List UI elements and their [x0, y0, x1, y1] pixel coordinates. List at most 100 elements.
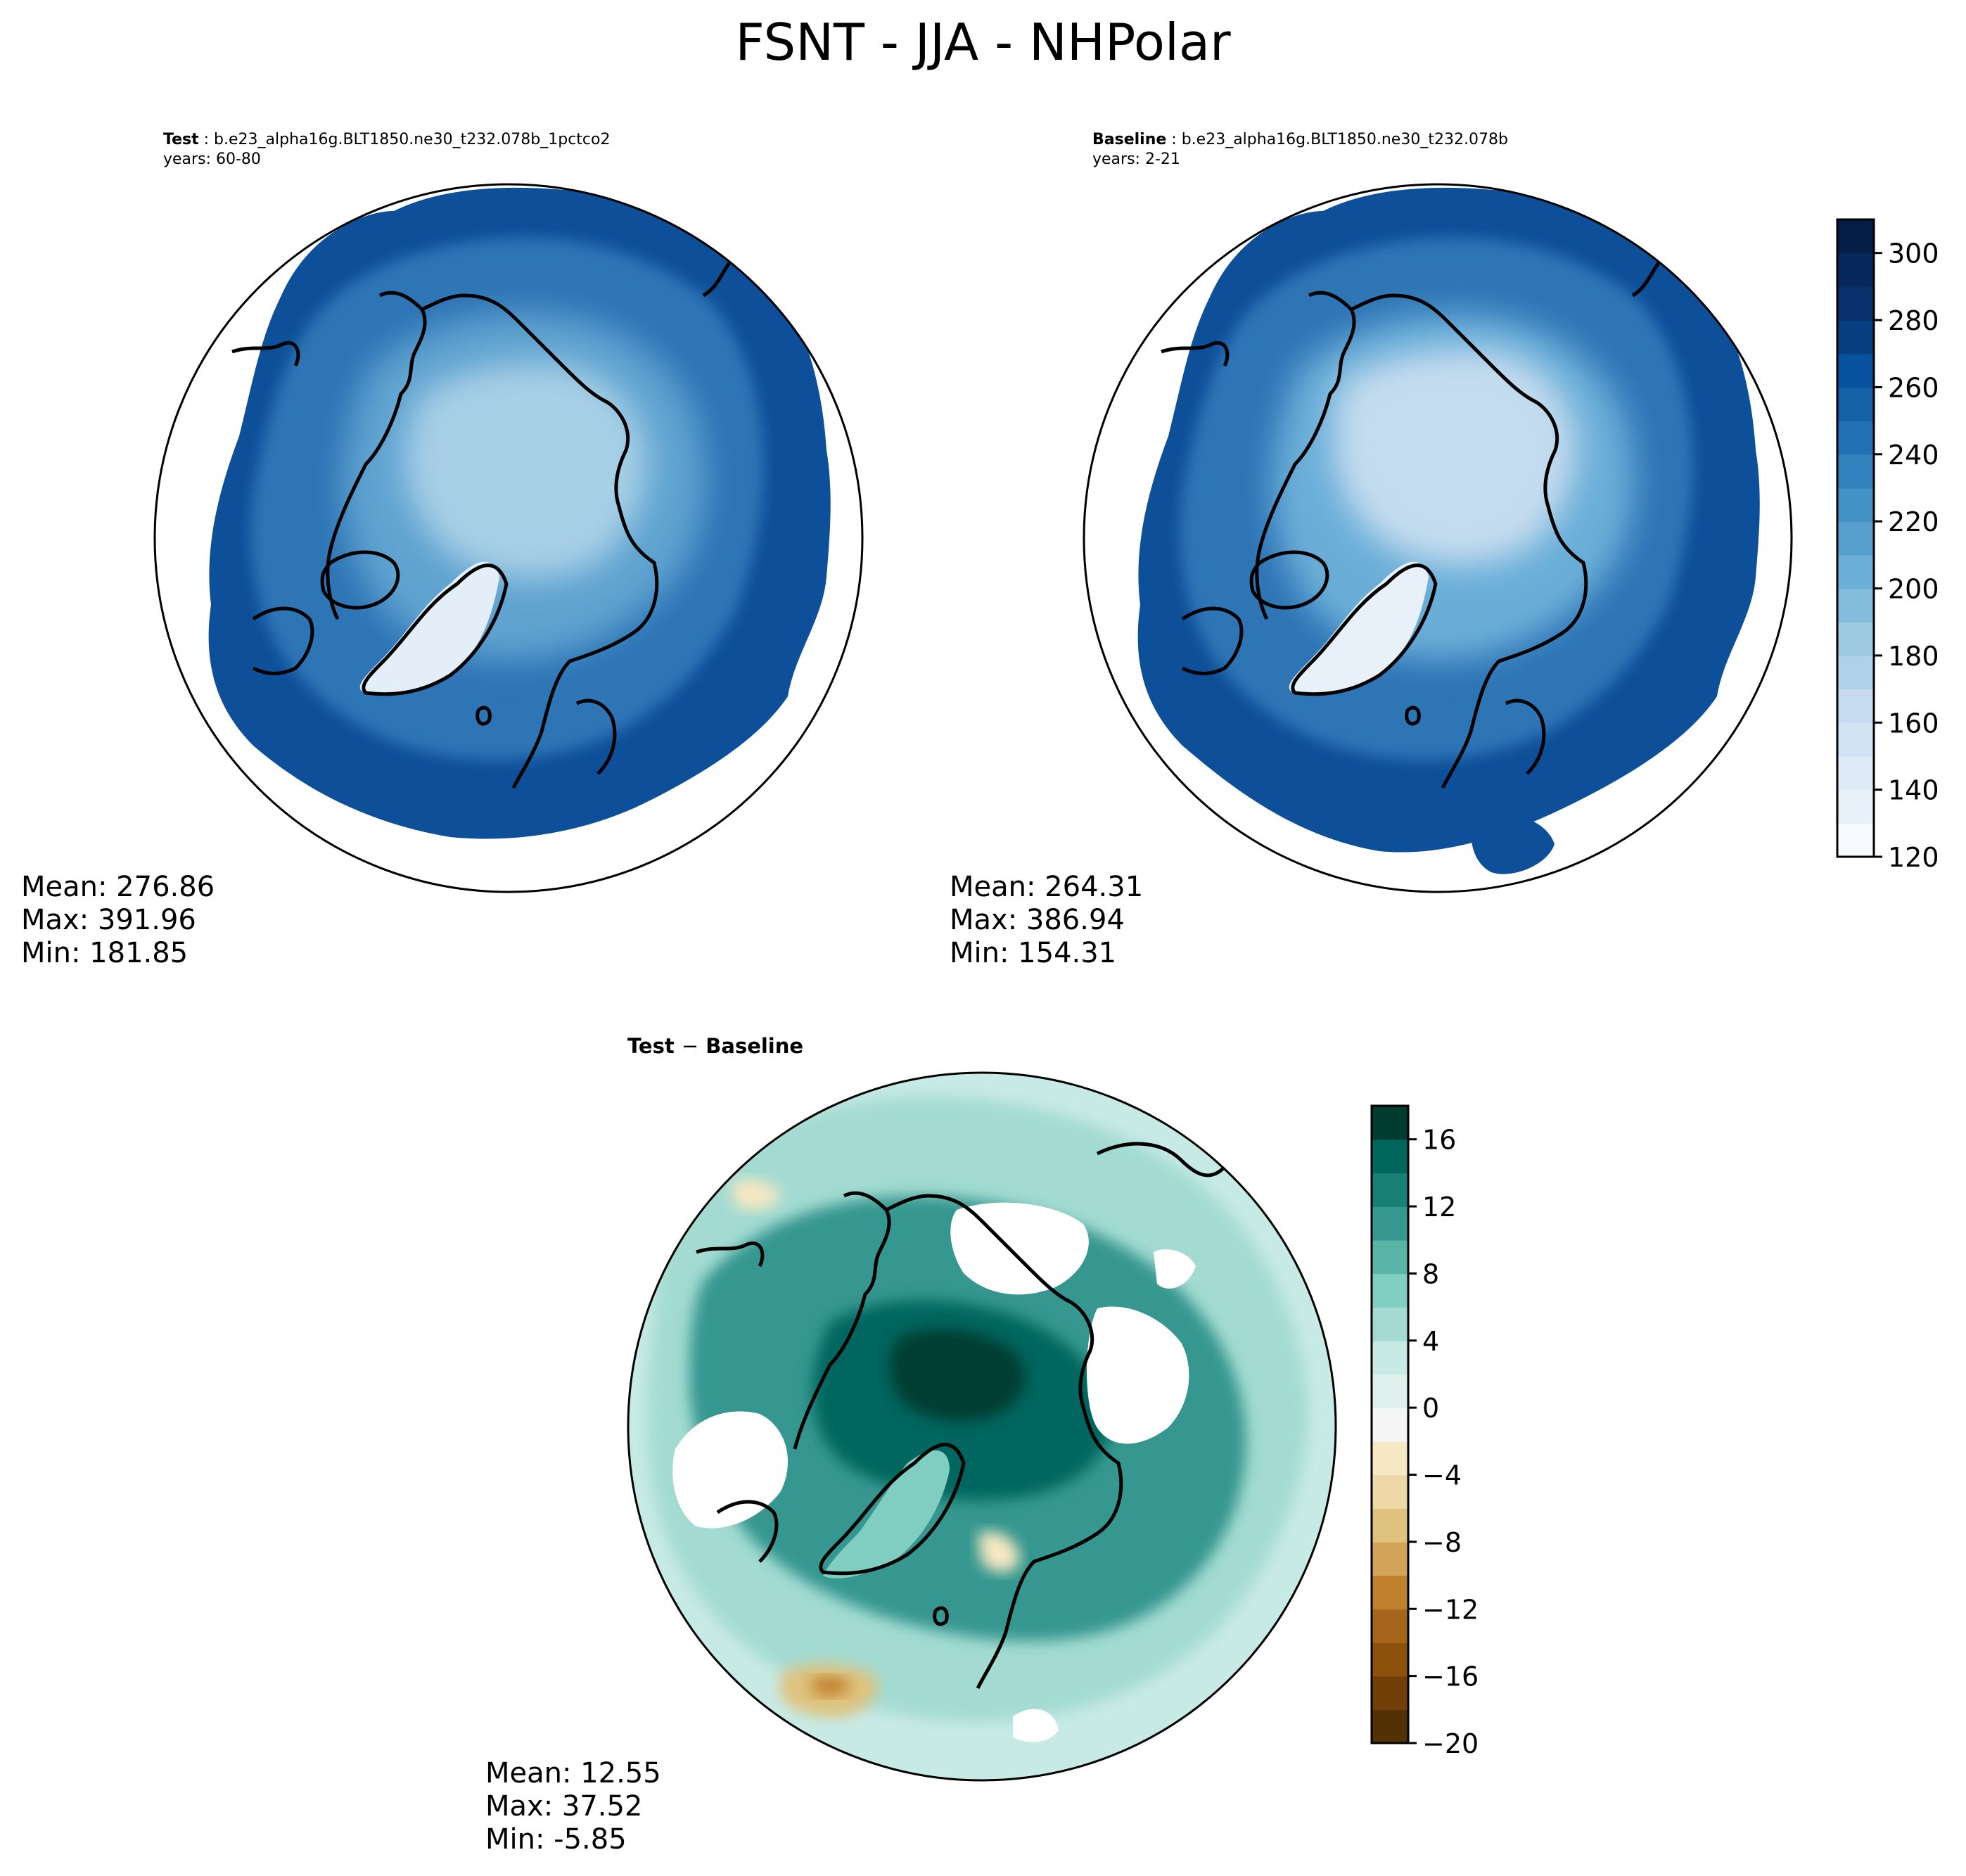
diff-colorbar-level — [1372, 1642, 1408, 1677]
diff-stats-min: Min: -5.85 — [485, 1823, 627, 1856]
main-colorbar-tick-label: 280 — [1888, 305, 1939, 336]
diff-colorbar-level — [1372, 1474, 1408, 1510]
diff-colorbar-level — [1372, 1609, 1408, 1643]
test-map-boundary — [153, 183, 864, 893]
test-stats-max: Max: 391.96 — [21, 904, 196, 936]
baseline-label: Baseline — [1092, 131, 1167, 148]
diff-colorbar-level — [1372, 1676, 1408, 1711]
test-map-field — [155, 184, 862, 892]
main-colorbar-tick-label: 120 — [1888, 842, 1939, 873]
diff-colorbar-level — [1372, 1374, 1408, 1408]
diff-colorbar-level — [1372, 1709, 1408, 1744]
diff-colorbar-tick-label: −16 — [1422, 1661, 1479, 1692]
baseline-field-pole — [1334, 349, 1577, 565]
test-case-name: b.e23_alpha16g.BLT1850.ne30_t232.078b_1p… — [214, 131, 611, 148]
baseline-stats-mean: Mean: 264.31 — [950, 871, 1144, 903]
diff-negative-blob-inner — [809, 1676, 851, 1697]
diff-colorbar-level — [1372, 1307, 1408, 1341]
diff-colorbar-level — [1372, 1173, 1408, 1207]
main-colorbar-frame — [1836, 218, 1875, 858]
baseline-stats: Mean: 264.31 Max: 386.94 Min: 154.31 — [950, 871, 1143, 970]
diff-colorbar: −20 −16 −12 −8 −4 0 4 8 12 16 — [1370, 1104, 1479, 1759]
main-colorbar-level — [1837, 286, 1874, 321]
diff-stats-max: Max: 37.52 — [485, 1790, 643, 1823]
main-colorbar-tick-label: 240 — [1888, 440, 1939, 471]
diff-colorbar-tick-label: −4 — [1422, 1460, 1462, 1491]
diff-map-field — [628, 1073, 1336, 1780]
diff-label-minus: − — [681, 1034, 699, 1058]
diff-label-baseline: Baseline — [706, 1034, 804, 1058]
diff-colorbar-tick-label: 4 — [1422, 1326, 1439, 1357]
diff-label-test: Test — [627, 1034, 675, 1058]
main-colorbar-level — [1837, 387, 1874, 421]
diff-colorbar-level — [1372, 1106, 1408, 1140]
baseline-map — [1083, 183, 1793, 893]
diff-colorbar-level — [1372, 1139, 1408, 1174]
main-colorbar-level — [1837, 789, 1874, 824]
diff-colorbar-tick-label: −12 — [1422, 1594, 1479, 1625]
test-years: years: 60-80 — [163, 151, 261, 168]
diff-colorbar-tick-label: 16 — [1422, 1125, 1456, 1156]
diff-greenland-field — [823, 1450, 950, 1578]
diff-colorbar-frame — [1370, 1104, 1410, 1744]
main-colorbar-level — [1837, 320, 1874, 355]
main-colorbar-level — [1837, 655, 1874, 690]
diff-panel-title: Test − Baseline — [627, 1034, 803, 1058]
baseline-panel-title: Baseline : b.e23_alpha16g.BLT1850.ne30_t… — [1092, 131, 1508, 168]
main-colorbar: 120 140 160 180 200 220 240 260 280 300 — [1836, 218, 1939, 873]
main-colorbar-level — [1837, 588, 1874, 623]
diff-negative-patch-west — [732, 1179, 781, 1210]
main-colorbar-level — [1837, 554, 1874, 589]
baseline-map-boundary — [1083, 183, 1793, 893]
diff-missing-northeast — [1154, 1249, 1196, 1289]
diff-colorbar-level — [1372, 1206, 1408, 1241]
test-coastlines — [231, 259, 733, 789]
diff-colorbar-level — [1372, 1340, 1408, 1375]
main-colorbar-level — [1837, 823, 1874, 857]
diff-negative-patch-south — [978, 1531, 1020, 1572]
diff-map — [627, 1071, 1337, 1782]
main-colorbar-level — [1837, 353, 1874, 388]
diff-colorbar-tick-label: −20 — [1422, 1728, 1479, 1759]
diff-map-boundary — [627, 1071, 1337, 1782]
baseline-map-field — [1084, 184, 1792, 892]
diff-missing-east — [1087, 1306, 1189, 1444]
main-colorbar-level — [1837, 219, 1874, 254]
diff-coastlines — [696, 1142, 1225, 1690]
diff-colorbar-level — [1372, 1273, 1408, 1308]
diff-colorbar-level — [1372, 1575, 1408, 1610]
diff-colorbar-level — [1372, 1408, 1408, 1442]
main-colorbar-level — [1837, 421, 1874, 455]
test-stats-mean: Mean: 276.86 — [21, 871, 215, 903]
diff-colorbar-level — [1372, 1541, 1408, 1576]
baseline-years: years: 2-21 — [1092, 151, 1180, 168]
diff-colorbar-level — [1372, 1508, 1408, 1543]
test-field-pole — [404, 363, 648, 579]
main-colorbar-level — [1837, 722, 1874, 757]
main-colorbar-level — [1837, 622, 1874, 656]
main-colorbar-level — [1837, 487, 1874, 522]
main-colorbar-tick-label: 180 — [1888, 641, 1939, 672]
main-colorbar-level — [1837, 454, 1874, 489]
main-colorbar-level — [1837, 755, 1874, 791]
diff-field-center-dark — [890, 1329, 1026, 1422]
test-map — [153, 183, 864, 893]
baseline-stats-max: Max: 386.94 — [950, 904, 1125, 936]
main-colorbar-level — [1837, 689, 1874, 724]
baseline-case-name: b.e23_alpha16g.BLT1850.ne30_t232.078b — [1181, 131, 1508, 148]
diff-stats-mean: Mean: 12.55 — [485, 1757, 661, 1789]
main-colorbar-tick-label: 300 — [1888, 238, 1939, 269]
test-stats: Mean: 276.86 Max: 391.96 Min: 181.85 — [21, 871, 215, 970]
main-colorbar-tick-label: 200 — [1888, 574, 1939, 605]
main-colorbar-level — [1837, 521, 1874, 556]
diff-colorbar-tick-label: 12 — [1422, 1192, 1456, 1223]
main-colorbar-level — [1837, 253, 1874, 288]
main-colorbar-tick-label: 160 — [1888, 708, 1939, 739]
baseline-pacific-field — [1471, 814, 1555, 874]
diff-colorbar-tick-label: 0 — [1422, 1393, 1439, 1424]
main-colorbar-tick-label: 260 — [1888, 372, 1939, 403]
diff-stats: Mean: 12.55 Max: 37.52 Min: -5.85 — [485, 1757, 661, 1856]
diff-colorbar-tick-label: 8 — [1422, 1258, 1439, 1289]
main-colorbar-tick-label: 220 — [1888, 506, 1939, 537]
